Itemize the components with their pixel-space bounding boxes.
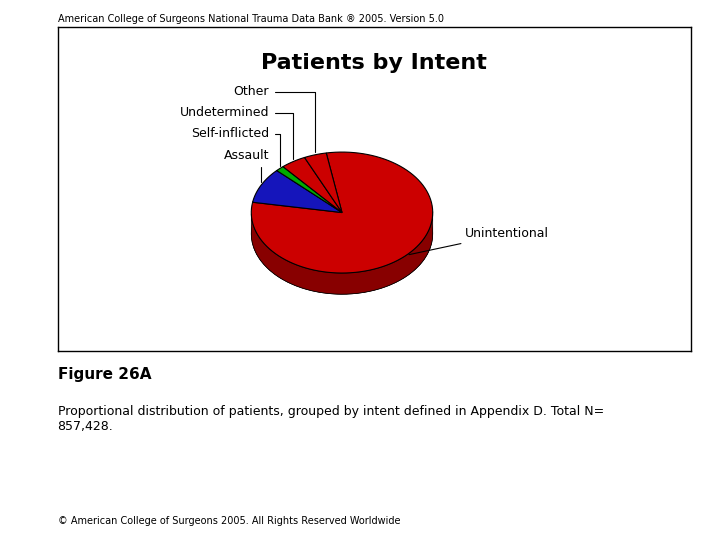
Text: Unintentional: Unintentional (409, 227, 549, 255)
Text: Other: Other (233, 85, 315, 152)
Text: Patients by Intent: Patients by Intent (261, 53, 487, 73)
Polygon shape (251, 212, 433, 294)
Polygon shape (253, 171, 342, 213)
Text: Assault: Assault (224, 148, 269, 183)
Polygon shape (305, 153, 342, 213)
Polygon shape (276, 167, 342, 213)
Text: Proportional distribution of patients, grouped by intent defined in Appendix D. : Proportional distribution of patients, g… (58, 405, 604, 433)
Text: American College of Surgeons National Trauma Data Bank ® 2005. Version 5.0: American College of Surgeons National Tr… (58, 14, 444, 24)
Text: Figure 26A: Figure 26A (58, 367, 151, 382)
Ellipse shape (251, 173, 433, 294)
Text: Self-inflicted: Self-inflicted (191, 127, 280, 166)
Polygon shape (251, 152, 433, 273)
Text: Undetermined: Undetermined (179, 106, 293, 159)
Text: © American College of Surgeons 2005. All Rights Reserved Worldwide: © American College of Surgeons 2005. All… (58, 516, 400, 526)
Polygon shape (283, 158, 342, 213)
